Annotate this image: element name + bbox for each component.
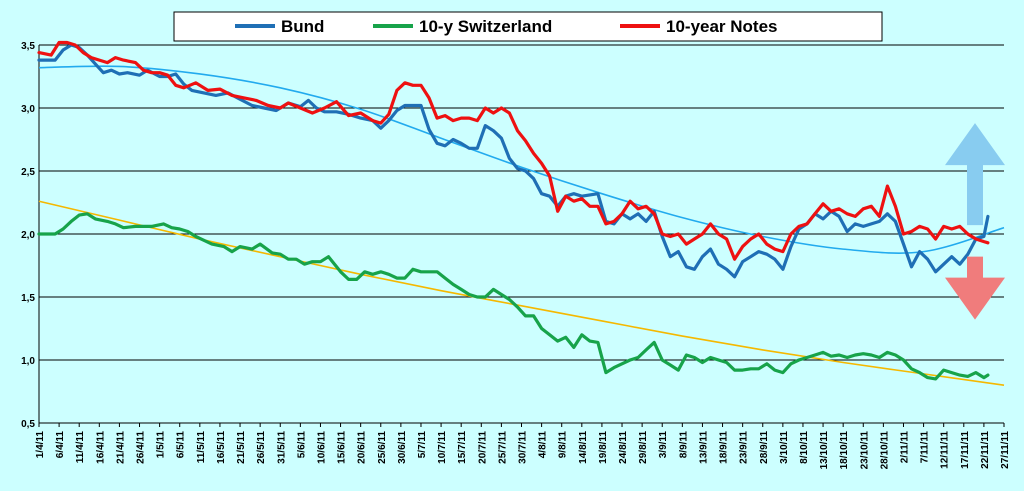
x-tick-label-9: 16/5/11 (216, 431, 227, 464)
y-tick-label-0: 0,5 (21, 419, 35, 430)
x-tick-label-19: 5/7/11 (417, 431, 428, 459)
x-tick-label-42: 28/10/11 (879, 431, 890, 470)
x-tick-label-39: 13/10/11 (819, 431, 830, 470)
x-tick-label-3: 16/4/11 (95, 431, 106, 464)
x-tick-label-38: 8/10/11 (799, 431, 810, 464)
x-tick-label-22: 20/7/11 (477, 431, 488, 464)
x-tick-label-34: 18/9/11 (719, 431, 730, 464)
arrow-down-annotation (945, 256, 1005, 320)
x-tick-label-5: 26/4/11 (136, 431, 147, 464)
x-tick-label-4: 21/4/11 (115, 431, 126, 464)
x-tick-label-48: 27/11/11 (1000, 431, 1011, 469)
x-tick-label-11: 26/5/11 (256, 431, 267, 464)
x-tick-label-8: 11/5/11 (196, 431, 207, 464)
y-tick-label-2: 1,5 (21, 293, 35, 304)
x-tick-label-29: 24/8/11 (618, 431, 629, 464)
x-tick-label-41: 23/10/11 (859, 431, 870, 470)
y-tick-label-3: 2,0 (21, 230, 35, 241)
x-tick-label-40: 18/10/11 (839, 431, 850, 470)
x-tick-label-14: 10/6/11 (316, 431, 327, 464)
y-tick-label-1: 1,0 (21, 356, 35, 367)
x-tick-label-32: 8/9/11 (678, 431, 689, 459)
x-tick-label-27: 14/8/11 (578, 431, 589, 464)
x-tick-label-18: 30/6/11 (397, 431, 408, 464)
series-line-0 (37, 43, 990, 279)
x-tick-label-43: 2/11/11 (899, 431, 910, 464)
legend: Bund 10-y Switzerland 10-year Notes (173, 11, 883, 42)
x-tick-label-1: 6/4/11 (55, 431, 66, 459)
x-tick-label-37: 3/10/11 (779, 431, 790, 464)
x-tick-label-24: 30/7/11 (518, 431, 529, 464)
x-tick-label-10: 21/5/11 (236, 431, 247, 464)
x-tick-label-25: 4/8/11 (538, 431, 549, 459)
y-tick-label-6: 3,5 (21, 41, 35, 52)
x-tick-label-28: 19/8/11 (598, 431, 609, 464)
x-tick-label-16: 20/6/11 (357, 431, 368, 464)
legend-label-0: Bund (281, 17, 324, 36)
x-tick-label-7: 6/5/11 (176, 431, 187, 459)
x-tick-label-35: 23/9/11 (739, 431, 750, 464)
x-tick-label-33: 13/9/11 (698, 431, 709, 464)
x-tick-label-21: 15/7/11 (457, 431, 468, 464)
x-tick-label-46: 17/11/11 (960, 431, 971, 469)
x-tick-label-30: 29/8/11 (638, 431, 649, 464)
x-tick-label-17: 25/6/11 (377, 431, 388, 464)
x-tick-label-26: 9/8/11 (558, 431, 569, 459)
arrow-up-annotation (945, 123, 1005, 226)
legend-box (173, 11, 883, 42)
x-tick-label-36: 28/9/11 (759, 431, 770, 464)
series-line-2 (37, 40, 990, 261)
x-tick-label-47: 22/11/11 (980, 431, 991, 469)
x-tick-label-2: 11/4/11 (75, 431, 86, 464)
x-tick-label-13: 5/6/11 (296, 431, 307, 459)
x-tick-label-23: 25/7/11 (497, 431, 508, 464)
x-tick-label-15: 15/6/11 (337, 431, 348, 464)
x-tick-label-44: 7/11/11 (920, 431, 931, 464)
trend-arrows (945, 123, 1005, 320)
y-tick-label-4: 2,5 (21, 167, 35, 178)
x-tick-label-0: 1/4/11 (35, 431, 46, 459)
series-line-1 (37, 212, 990, 381)
series-lines (37, 40, 990, 381)
x-tick-label-6: 1/5/11 (156, 431, 167, 459)
x-tick-label-45: 12/11/11 (940, 431, 951, 469)
x-tick-label-12: 31/5/11 (276, 431, 287, 464)
x-tick-label-31: 3/9/11 (658, 431, 669, 459)
legend-label-1: 10-y Switzerland (419, 17, 552, 36)
trendline-0 (38, 65, 1005, 254)
legend-label-2: 10-year Notes (666, 17, 778, 36)
x-axis-ticks: 1/4/11 6/4/11 11/4/11 16/4/11 21/4/11 26/4/11… (35, 431, 1011, 470)
x-tick-label-20: 10/7/11 (437, 431, 448, 464)
y-tick-label-5: 3,0 (21, 104, 35, 115)
y-axis-ticks: 0,5 1,0 1,5 2,0 2,5 3,0 3,5 (21, 41, 35, 430)
